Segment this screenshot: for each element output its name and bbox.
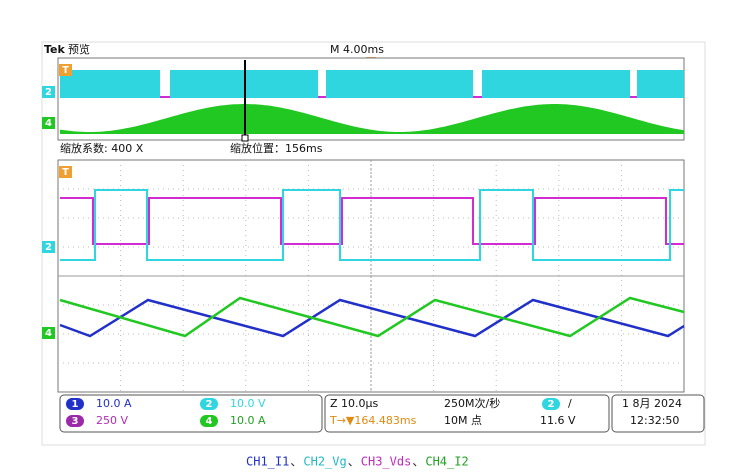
marker-tag [42, 86, 55, 98]
trigger-badge [542, 398, 560, 410]
time: 12:32:50 [630, 414, 679, 427]
brand: Tek [44, 43, 66, 56]
channel-number: 4 [206, 416, 213, 427]
mode: 预览 [68, 42, 90, 56]
caption-part: 、 [348, 455, 360, 469]
panel-box [59, 394, 323, 433]
trigger-position: T→▼164.483ms [329, 414, 417, 427]
marker-tag [42, 117, 55, 129]
channel-scale: 250 V [96, 414, 128, 427]
caption-part: 、 [290, 455, 302, 469]
channel-scale: 10.0 A [230, 414, 266, 427]
ch4-overview [60, 104, 684, 134]
record-length: 10M 点 [444, 414, 482, 427]
ch1-i1 [59, 298, 685, 338]
marker-tag [59, 64, 72, 76]
channel-badge [200, 415, 218, 427]
caption-part: CH3_Vds [361, 455, 412, 469]
zoom-factor: 缩放系数: 400 X [60, 141, 144, 155]
ch4-i2 [59, 296, 685, 338]
marker-tag [59, 166, 72, 178]
zoom-position: 缩放位置：156ms [230, 141, 323, 155]
sample-rate: 250M次/秒 [444, 396, 500, 410]
channel-scale: 10.0 A [96, 397, 132, 410]
channel-number: 3 [72, 416, 79, 427]
zoom-scale: Z 10.0μs [330, 397, 379, 410]
marker-label: 4 [45, 118, 52, 129]
waveforms [59, 60, 685, 338]
channel-scale: 10.0 V [230, 397, 266, 410]
trigger-source: 2 [548, 399, 555, 410]
channel-badge [200, 398, 218, 410]
marker-label: 2 [45, 87, 52, 98]
ch3-vds [60, 197, 684, 245]
ch2-overview [326, 70, 473, 98]
marker-label: 4 [45, 328, 52, 339]
marker-tag [42, 327, 55, 339]
status-panel: 1 10.0 A 2 10.0 V 3 250 V 4 10.0 A Z 10.0μs T→▼16… [59, 394, 705, 433]
channel-badge [66, 415, 84, 427]
panel-box [611, 394, 705, 433]
marker-label: T [62, 65, 69, 76]
ch2-overview [60, 70, 160, 98]
trigger-level: 11.6 V [540, 414, 576, 427]
graticule [58, 160, 684, 392]
marker-label: T [62, 167, 69, 178]
timebase: M 4.00ms [330, 43, 384, 56]
zoom-cursor-handle [241, 134, 249, 142]
caption-part: CH2_Vg [303, 455, 346, 469]
channel-number: 1 [72, 399, 79, 410]
caption-part: CH1_I1 [246, 455, 289, 469]
trigger-slope: / [568, 397, 572, 410]
marker-label: 2 [45, 242, 52, 253]
marker-tag [42, 241, 55, 253]
caption: CH1_I1、 CH2_Vg、 CH3_Vds、 CH4_I2 [246, 455, 469, 469]
channel-number: 2 [206, 399, 213, 410]
ch2-overview [637, 70, 684, 98]
ch2-vg [60, 189, 684, 261]
caption-part: CH4_I2 [425, 455, 468, 469]
date: 1 8月 2024 [622, 397, 682, 410]
channel-badge [66, 398, 84, 410]
ch2-overview [482, 70, 630, 98]
panel-box [324, 394, 610, 433]
caption-part: 、 [412, 455, 424, 469]
